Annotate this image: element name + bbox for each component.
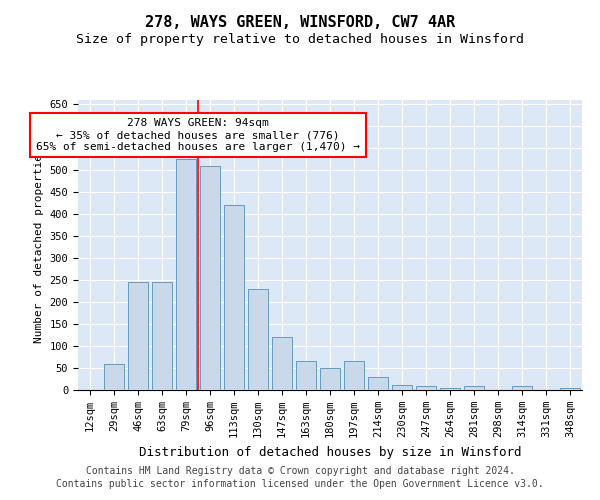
Bar <box>128 282 148 390</box>
Text: 278, WAYS GREEN, WINSFORD, CW7 4AR: 278, WAYS GREEN, WINSFORD, CW7 4AR <box>145 15 455 30</box>
Bar <box>464 386 484 390</box>
Bar <box>224 206 244 390</box>
Bar <box>176 160 196 390</box>
Bar <box>392 384 412 390</box>
Bar <box>272 338 292 390</box>
Text: Contains public sector information licensed under the Open Government Licence v3: Contains public sector information licen… <box>56 479 544 489</box>
Bar <box>440 388 460 390</box>
X-axis label: Distribution of detached houses by size in Winsford: Distribution of detached houses by size … <box>139 446 521 458</box>
Bar <box>152 282 172 390</box>
Bar <box>560 388 580 390</box>
Bar <box>200 166 220 390</box>
Bar <box>248 289 268 390</box>
Text: 278 WAYS GREEN: 94sqm
← 35% of detached houses are smaller (776)
65% of semi-det: 278 WAYS GREEN: 94sqm ← 35% of detached … <box>36 118 360 152</box>
Bar <box>320 368 340 390</box>
Bar <box>296 362 316 390</box>
Bar <box>416 386 436 390</box>
Text: Size of property relative to detached houses in Winsford: Size of property relative to detached ho… <box>76 32 524 46</box>
Bar <box>512 386 532 390</box>
Bar <box>344 362 364 390</box>
Y-axis label: Number of detached properties: Number of detached properties <box>34 147 44 343</box>
Bar <box>104 364 124 390</box>
Text: Contains HM Land Registry data © Crown copyright and database right 2024.: Contains HM Land Registry data © Crown c… <box>86 466 514 476</box>
Bar <box>368 377 388 390</box>
